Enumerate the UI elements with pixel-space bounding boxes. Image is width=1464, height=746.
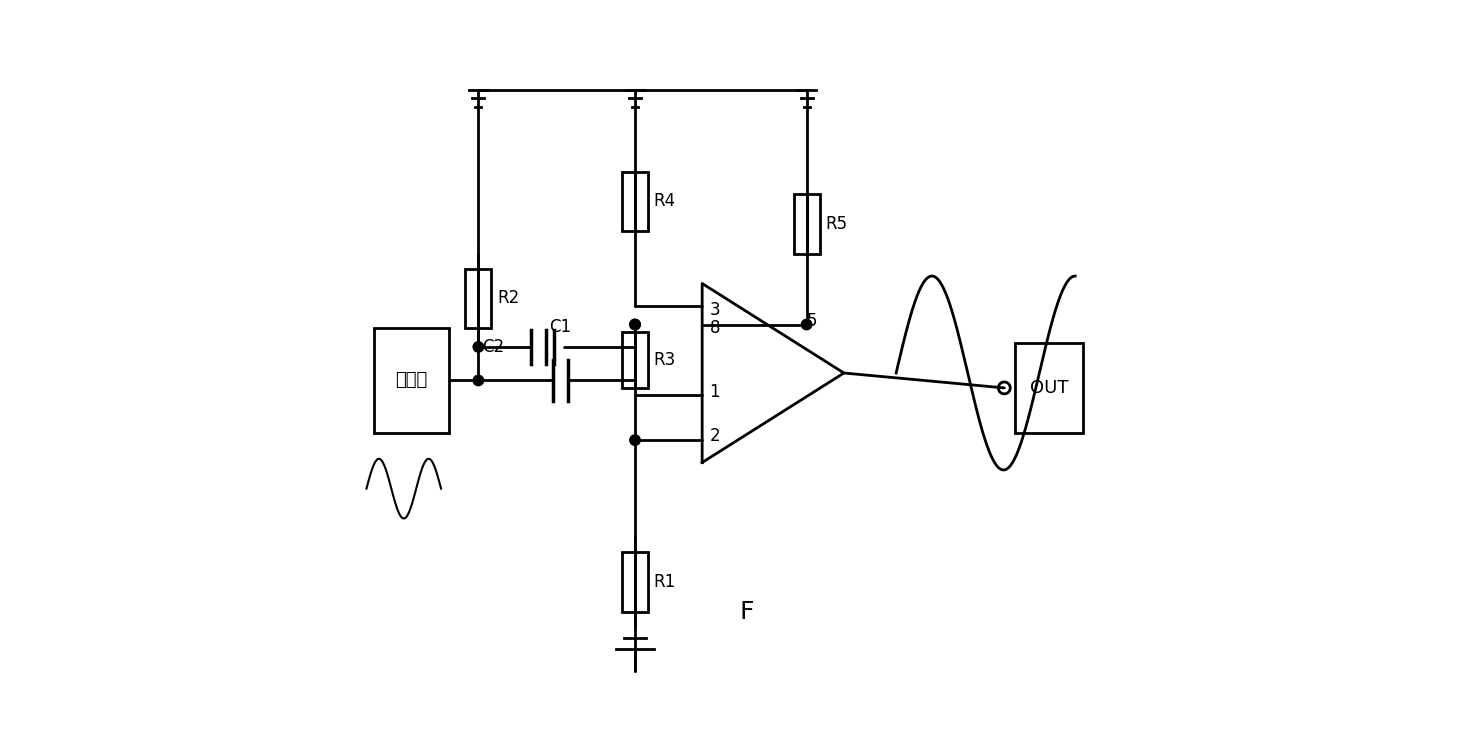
Bar: [622, 172, 649, 231]
Text: 2: 2: [710, 427, 720, 445]
Bar: [1016, 343, 1082, 433]
Text: C2: C2: [482, 338, 505, 356]
Bar: [793, 194, 820, 254]
Circle shape: [801, 319, 813, 330]
Text: R4: R4: [653, 192, 676, 210]
Text: F: F: [739, 600, 754, 624]
Circle shape: [630, 319, 640, 330]
Circle shape: [473, 342, 483, 352]
Bar: [622, 552, 649, 612]
Bar: [466, 269, 492, 328]
Bar: [622, 331, 649, 388]
Text: 8: 8: [710, 319, 720, 337]
Text: 5: 5: [807, 312, 817, 330]
Text: R2: R2: [496, 289, 520, 307]
Circle shape: [630, 319, 640, 330]
Text: OUT: OUT: [1029, 379, 1069, 397]
Text: 1: 1: [710, 383, 720, 401]
Circle shape: [630, 435, 640, 445]
Text: R5: R5: [826, 215, 848, 233]
Circle shape: [473, 375, 483, 386]
Bar: [373, 328, 448, 433]
Text: C1: C1: [549, 318, 571, 336]
Text: R3: R3: [653, 351, 676, 369]
Text: R1: R1: [653, 573, 676, 591]
Text: 3: 3: [710, 301, 720, 319]
Text: 信号源: 信号源: [395, 372, 427, 389]
